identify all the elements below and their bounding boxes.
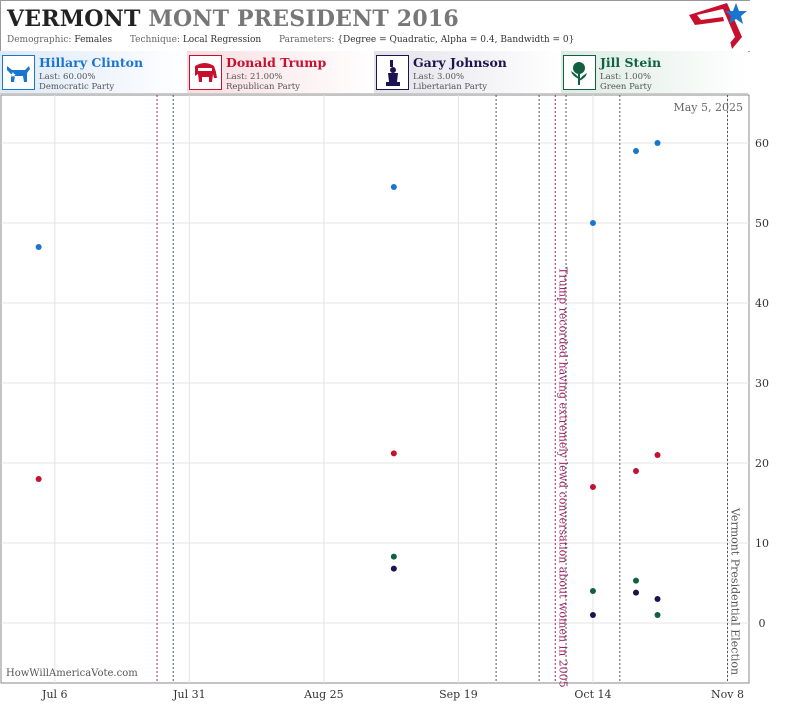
- data-point: [632, 589, 639, 596]
- data-point: [632, 577, 639, 584]
- data-point: [654, 612, 661, 618]
- y-tick-label: 40: [755, 297, 769, 310]
- technique-label: Technique:: [129, 35, 180, 45]
- date-label: May 5, 2025: [673, 101, 743, 114]
- event-label: Vermont Presidential Election: [728, 507, 741, 675]
- parameters-line: Demographic: Females Technique: Local Re…: [7, 35, 574, 45]
- candidate-party: Green Party: [600, 82, 652, 92]
- technique-value: Local Regression: [182, 35, 262, 45]
- y-tick-label: 0: [759, 617, 766, 630]
- star-flag-logo-icon: [689, 3, 747, 49]
- data-point: [390, 450, 397, 457]
- y-tick-label: 60: [755, 137, 769, 150]
- candidate-name: Donald Trump: [226, 55, 327, 70]
- candidate-name: Gary Johnson: [413, 55, 507, 70]
- statue-of-liberty-icon: [376, 55, 409, 90]
- data-point: [589, 612, 596, 618]
- candidate-card: Gary Johnson Last: 3.00% Libertarian Party: [374, 51, 561, 94]
- parameters-value: {Degree = Quadratic, Alpha = 0.4, Bandwi…: [337, 35, 575, 45]
- x-tick-label: Oct 14: [574, 688, 611, 701]
- page-title: VERMONT MONT PRESIDENT 2016: [7, 6, 459, 32]
- candidate-party: Libertarian Party: [413, 82, 488, 92]
- data-point: [632, 468, 639, 474]
- elephant-icon: [189, 55, 222, 90]
- watermark: HowWillAmericaVote.com: [6, 668, 138, 679]
- candidate-card: Hillary Clinton Last: 60.00% Democratic Pa…: [0, 51, 187, 94]
- plot-frame: [0, 94, 750, 684]
- y-tick-label: 20: [755, 457, 769, 470]
- data-point: [390, 565, 397, 572]
- candidate-name: Hillary Clinton: [39, 55, 144, 70]
- x-tick-label: Nov 8: [711, 688, 744, 701]
- data-point: [35, 476, 42, 482]
- x-tick-label: Sep 19: [439, 688, 478, 701]
- x-tick-label: Jul 6: [41, 688, 68, 701]
- y-tick-label: 30: [755, 377, 769, 390]
- data-point: [654, 452, 661, 458]
- poll-scatter-plot: Trump recorded having extremely lewd con…: [0, 94, 769, 701]
- y-tick-label: 10: [755, 537, 769, 550]
- data-point: [654, 140, 661, 146]
- candidate-card: Donald Trump Last: 21.00% Republican Party: [187, 51, 374, 94]
- candidate-party: Republican Party: [226, 82, 300, 92]
- x-tick-label: Jul 31: [172, 688, 206, 701]
- title-rest: MONT PRESIDENT 2016: [148, 6, 459, 32]
- rose-icon: [563, 55, 596, 90]
- data-point: [390, 553, 397, 560]
- donkey-icon: [2, 55, 35, 90]
- data-point: [589, 220, 596, 226]
- event-label: Trump recorded having extremely lewd con…: [556, 267, 569, 688]
- title-state: VERMONT: [7, 6, 141, 32]
- candidate-card: Jill Stein Last: 1.00% Green Party: [561, 51, 748, 94]
- data-point: [589, 588, 596, 594]
- chart-header: VERMONT MONT PRESIDENT 2016 Demographic:…: [0, 0, 750, 52]
- candidate-last-value: Last: 21.00%: [226, 72, 283, 82]
- parameters-label: Parameters:: [278, 35, 335, 45]
- candidate-last-value: Last: 1.00%: [600, 72, 652, 82]
- data-point: [589, 484, 596, 490]
- candidate-name: Jill Stein: [600, 55, 662, 70]
- candidate-last-value: Last: 3.00%: [413, 72, 465, 82]
- data-point: [390, 184, 397, 190]
- demographic-label: Demographic:: [7, 35, 72, 45]
- candidate-party: Democratic Party: [39, 82, 115, 92]
- candidate-last-value: Last: 60.00%: [39, 72, 96, 82]
- demographic-value: Females: [74, 35, 113, 45]
- x-tick-label: Aug 25: [303, 688, 344, 701]
- data-point: [632, 148, 639, 154]
- data-point: [654, 596, 661, 602]
- data-point: [35, 244, 42, 250]
- y-tick-label: 50: [755, 217, 769, 230]
